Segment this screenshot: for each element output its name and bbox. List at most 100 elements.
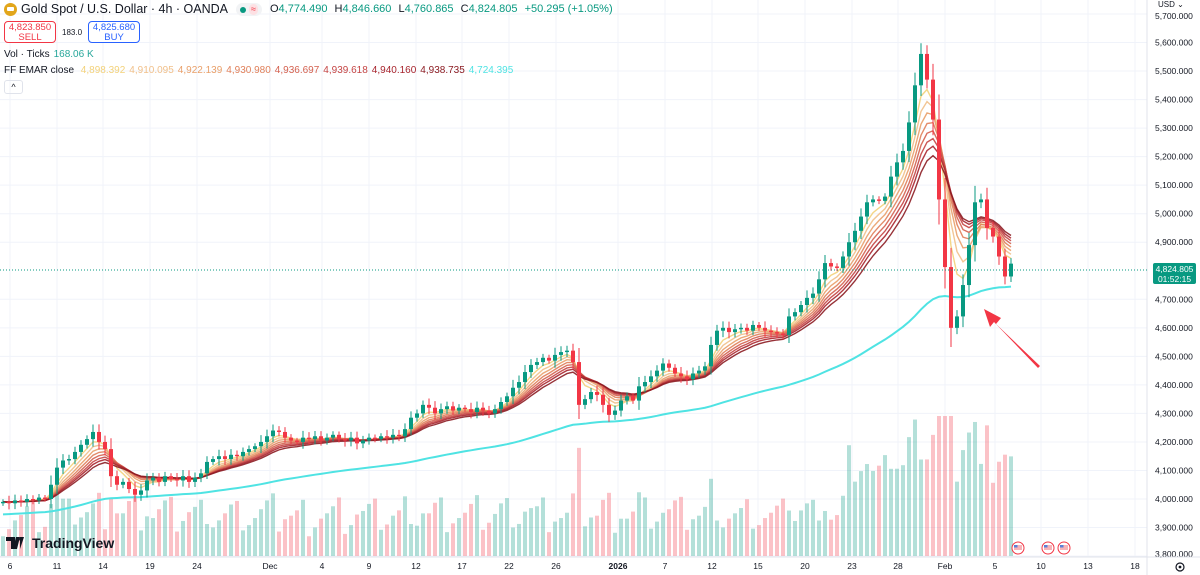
candle-body xyxy=(781,333,785,335)
collapse-legend-button[interactable]: ^ xyxy=(4,80,23,94)
candle-body xyxy=(985,199,989,228)
candle-body xyxy=(583,399,587,405)
volume-bar xyxy=(187,512,191,556)
candle-body xyxy=(205,461,209,474)
tradingview-logo[interactable]: TradingView xyxy=(6,535,114,551)
time-tick-label: 7 xyxy=(663,561,668,571)
volume-bar xyxy=(133,495,137,556)
price-tick-label: 5,300.000 xyxy=(1155,123,1193,133)
candle-body xyxy=(463,407,467,410)
ema-value: 4,922.139 xyxy=(177,65,223,76)
volume-bar xyxy=(475,495,479,556)
volume-bar xyxy=(733,513,737,556)
high-value: 4,846.660 xyxy=(342,3,392,15)
volume-bar xyxy=(37,532,41,556)
ema-value: 4,938.735 xyxy=(420,65,465,76)
volume-bar xyxy=(19,515,23,556)
volume-bar xyxy=(625,518,629,556)
candle-body xyxy=(433,407,437,414)
candle-body xyxy=(601,394,605,405)
volume-bar xyxy=(715,520,719,556)
volume-bar xyxy=(631,511,635,556)
candle-body xyxy=(967,245,971,286)
volume-bar xyxy=(895,468,899,556)
candle-body xyxy=(475,407,479,412)
candle-body xyxy=(841,256,845,268)
close-label: C xyxy=(460,3,469,15)
volume-bar xyxy=(259,509,263,556)
candle-body xyxy=(787,316,791,335)
buy-button[interactable]: 4,825.680 BUY xyxy=(88,21,141,43)
volume-bar xyxy=(145,516,149,556)
volume-bar xyxy=(277,531,281,556)
volume-bar xyxy=(859,471,863,556)
volume-bar xyxy=(571,493,575,556)
currency-selector[interactable]: USD ⌄ xyxy=(1158,0,1184,9)
candle-body xyxy=(313,436,317,440)
candle-body xyxy=(757,324,761,328)
volume-legend[interactable]: Vol · Ticks 168.06 K xyxy=(4,49,98,61)
candle-body xyxy=(175,479,179,481)
candle-body xyxy=(727,327,731,333)
market-open-icon xyxy=(240,6,247,13)
symbol-legend: Gold Spot / U.S. Dollar · 4h · OANDA ≈ O… xyxy=(4,1,617,18)
volume-bar xyxy=(793,520,797,556)
volume-bar xyxy=(121,513,125,556)
low-value: 4,760.865 xyxy=(404,3,454,15)
volume-bar xyxy=(787,510,791,556)
volume-bar xyxy=(607,492,611,556)
candle-body xyxy=(67,459,71,461)
candle-body xyxy=(439,409,443,414)
market-status[interactable]: ≈ xyxy=(236,3,262,16)
ema-value: 4,939.618 xyxy=(323,65,368,76)
candle-body xyxy=(865,202,869,217)
volume-bar xyxy=(949,416,953,556)
candle-body xyxy=(649,376,653,383)
volume-bar xyxy=(679,496,683,556)
sell-button[interactable]: 4,823.850 SELL xyxy=(4,21,56,43)
volume-bar xyxy=(541,497,545,556)
candle-body xyxy=(121,481,125,485)
candle-body xyxy=(901,150,905,163)
volume-bar xyxy=(415,525,419,556)
symbol-title[interactable]: Gold Spot / U.S. Dollar · 4h · OANDA xyxy=(21,2,229,16)
settings-gear-center xyxy=(1178,565,1182,569)
volume-bar xyxy=(535,506,539,556)
volume-bar xyxy=(379,529,383,556)
ema-legend[interactable]: FF EMAR close 4,898.392 4,910.095 4,922.13… xyxy=(4,65,517,77)
volume-bar xyxy=(355,514,359,556)
candle-body xyxy=(361,440,365,444)
candle-body xyxy=(523,372,527,383)
volume-bar xyxy=(871,470,875,556)
candle-body xyxy=(799,305,803,313)
volume-bar xyxy=(955,481,959,556)
volume-bar xyxy=(319,518,323,556)
ohlc-values: O4,774.490 H4,846.660 L4,760.865 C4,824.… xyxy=(270,2,617,17)
volume-bar xyxy=(883,455,887,556)
change-value: +50.295 (+1.05%) xyxy=(524,3,613,15)
open-value: 4,774.490 xyxy=(278,3,328,15)
candle-body xyxy=(499,402,503,410)
candle-body xyxy=(109,449,113,477)
candle-body xyxy=(895,162,899,177)
volume-bar xyxy=(295,510,299,556)
volume-bar xyxy=(385,524,389,556)
candle-body xyxy=(733,329,737,333)
settings-gear-icon[interactable] xyxy=(1175,562,1185,572)
trade-panel: 4,823.850 SELL 183.0 4,825.680 BUY xyxy=(4,21,141,43)
volume-bar xyxy=(757,525,761,556)
candle-body xyxy=(139,490,143,495)
time-tick-label: 15 xyxy=(753,561,763,571)
volume-bar xyxy=(649,528,653,556)
volume-bar xyxy=(601,499,605,556)
volume-bar xyxy=(805,503,809,556)
candle-body xyxy=(19,500,23,502)
volume-bar xyxy=(31,500,35,556)
price-tick-label: 3,900.000 xyxy=(1155,523,1193,533)
price-tick-label: 5,500.000 xyxy=(1155,66,1193,76)
price-tick-label: 5,400.000 xyxy=(1155,95,1193,105)
volume-bar xyxy=(115,513,119,556)
candle-body xyxy=(415,413,419,418)
time-tick-label: 24 xyxy=(192,561,202,571)
